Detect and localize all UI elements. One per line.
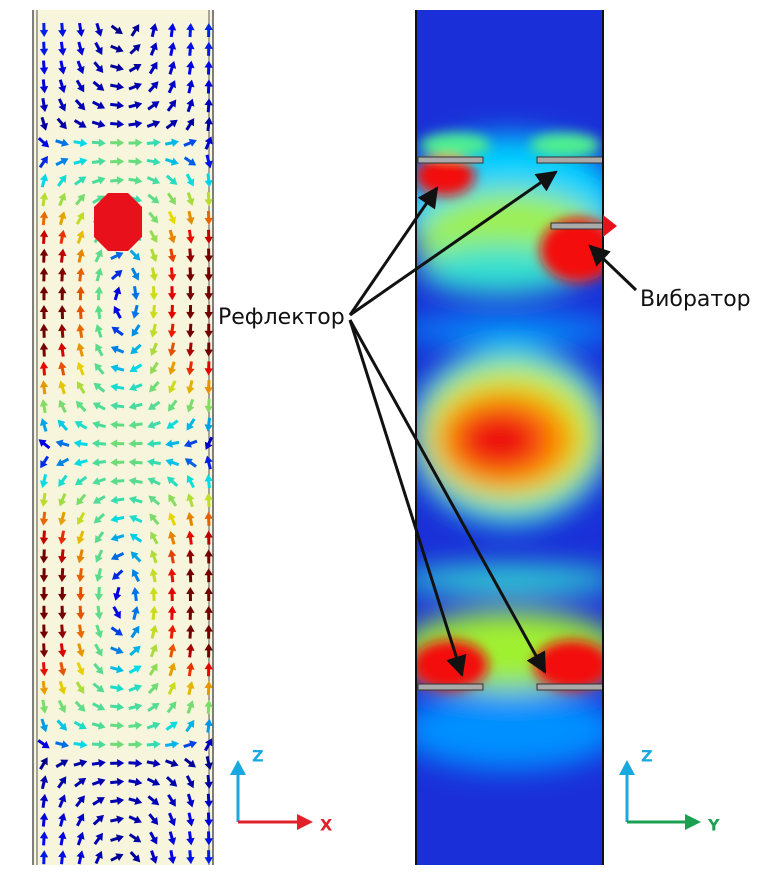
blob [400,690,620,770]
blob [455,408,545,472]
blob [534,640,610,690]
axis-head [619,760,635,775]
vibrator-feed [603,215,617,237]
reflector-bar [537,157,603,163]
blob [400,318,620,342]
axis-head [297,814,313,830]
axis-head [685,814,701,830]
axis-label: Y [707,816,720,835]
vibrator-bar [551,223,603,229]
axis-label: Z [641,747,653,766]
blob [530,133,600,157]
reflector-label: Рефлектор [218,305,345,330]
axis-label: X [320,816,333,835]
panel-background [33,10,213,865]
reflector-bar [418,684,483,690]
axis-triad-left [230,760,313,830]
vector-field-panel [33,10,213,865]
axis-head [230,760,246,775]
figure: Рефлектор Вибратор Z X Z Y [0,0,770,872]
blob [412,640,488,690]
field-panel [400,10,620,865]
axis-triad-right [619,760,701,830]
reflector-bar [537,684,603,690]
vibrator-section [94,193,142,251]
blob [420,133,490,157]
vibrator-label: Вибратор [640,287,751,312]
axis-label: Z [252,747,264,766]
reflector-bar [418,157,483,163]
